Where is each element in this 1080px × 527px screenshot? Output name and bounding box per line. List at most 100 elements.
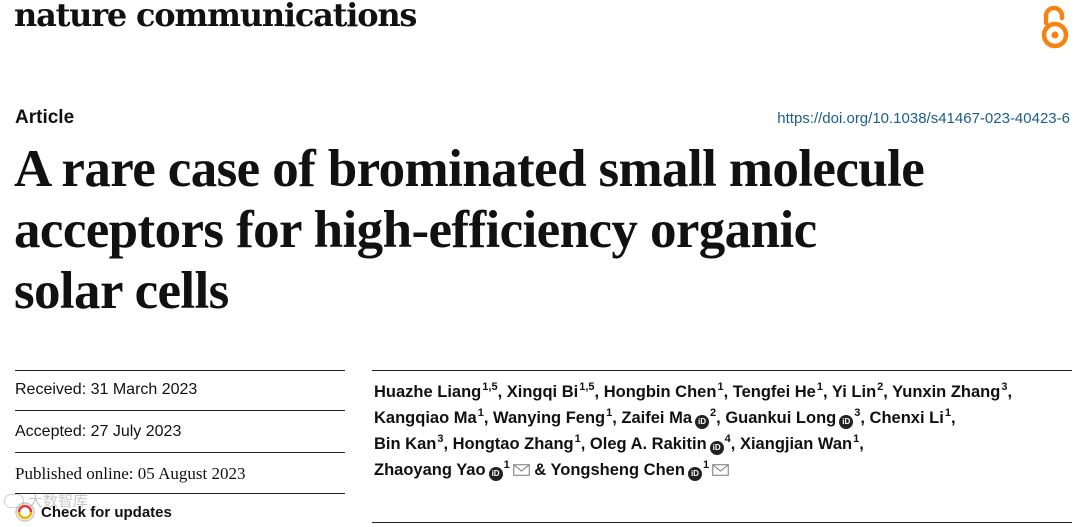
article-type: Article xyxy=(15,107,75,128)
author-name[interactable]: Wanying Feng1 xyxy=(492,407,613,428)
affiliation-marker[interactable]: 1 xyxy=(503,459,510,471)
author-name[interactable]: Yunxin Zhang3 xyxy=(892,381,1008,402)
author-line: Huazhe Liang1,5, Xingqi Bi1,5, Hongbin C… xyxy=(374,379,1074,405)
check-updates-icon xyxy=(15,502,35,522)
divider xyxy=(372,522,1072,523)
affiliation-marker[interactable]: 1 xyxy=(702,459,710,471)
author-name-text: Yi Lin xyxy=(831,383,877,401)
author-list: Huazhe Liang1,5, Xingqi Bi1,5, Hongbin C… xyxy=(374,379,1074,483)
author-separator: , xyxy=(730,435,740,453)
open-access-icon[interactable] xyxy=(1037,4,1073,50)
author-name[interactable]: Kangqiao Ma1 xyxy=(374,407,484,428)
author-name[interactable]: Bin Kan3 xyxy=(374,433,444,454)
affiliation-marker[interactable]: 3 xyxy=(854,407,861,419)
author-name-text: Zaifei Ma xyxy=(621,409,693,427)
check-for-updates-button[interactable]: Check for updates xyxy=(15,502,172,522)
title-line: acceptors for high-efficiency organic xyxy=(14,201,817,259)
author-name[interactable]: Huazhe Liang1,5 xyxy=(374,381,498,402)
accepted-date: Accepted: 27 July 2023 xyxy=(15,423,182,440)
author-separator: , xyxy=(859,435,864,453)
doi-link[interactable]: https://doi.org/10.1038/s41467-023-40423… xyxy=(777,110,1070,127)
author-name-text: Zhaoyang Yao xyxy=(374,461,486,479)
author-name-text: Hongbin Chen xyxy=(603,383,717,401)
author-line: Kangqiao Ma1, Wanying Feng1, Zaifei Ma iD… xyxy=(374,405,1074,431)
author-separator: , xyxy=(594,383,604,401)
author-separator: , xyxy=(723,383,733,401)
affiliation-marker[interactable]: 1 xyxy=(853,433,860,445)
author-name[interactable]: Hongtao Zhang1 xyxy=(452,433,581,454)
check-updates-label: Check for updates xyxy=(41,503,172,521)
affiliation-marker[interactable]: 4 xyxy=(724,433,731,445)
author-name-text: Wanying Feng xyxy=(492,409,606,427)
received-date: Received: 31 March 2023 xyxy=(15,381,198,398)
affiliation-marker[interactable]: 2 xyxy=(710,407,717,419)
divider xyxy=(15,410,345,411)
author-name[interactable]: Hongbin Chen1 xyxy=(603,381,724,402)
author-name[interactable]: Tengfei He1 xyxy=(732,381,823,402)
orcid-icon[interactable]: iD xyxy=(839,415,854,429)
author-separator: , xyxy=(580,435,590,453)
divider xyxy=(372,370,1072,371)
author-name-text: Yunxin Zhang xyxy=(892,383,1001,401)
affiliation-marker[interactable]: 1 xyxy=(816,381,823,393)
divider xyxy=(15,370,345,371)
author-name-text: Xingqi Bi xyxy=(506,383,579,401)
author-separator: , xyxy=(716,409,726,427)
author-name-text: Yongsheng Chen xyxy=(550,461,685,479)
author-name-text: Xiangjian Wan xyxy=(739,435,853,453)
author-separator: , xyxy=(483,409,493,427)
author-separator: , xyxy=(612,409,622,427)
affiliation-marker[interactable]: 3 xyxy=(1001,381,1008,393)
author-separator: , xyxy=(950,409,956,427)
author-name[interactable]: Oleg A. Rakitin iD4 xyxy=(589,433,731,455)
author-name[interactable]: Zaifei Ma iD2 xyxy=(621,407,717,429)
author-name-text: Kangqiao Ma xyxy=(374,409,477,427)
author-separator: , xyxy=(497,383,507,401)
author-name[interactable]: Xingqi Bi1,5 xyxy=(506,381,595,402)
journal-name: nature communications xyxy=(14,0,417,34)
orcid-icon[interactable]: iD xyxy=(695,415,710,429)
affiliation-marker[interactable]: 1 xyxy=(574,433,581,445)
author-separator: & xyxy=(529,461,551,479)
author-name-text: Chenxi Li xyxy=(869,409,944,427)
author-name-text: Oleg A. Rakitin xyxy=(589,435,707,453)
author-line: Zhaoyang Yao iD1 & Yongsheng Chen iD1 xyxy=(374,457,1074,483)
title-line: A rare case of brominated small molecule xyxy=(14,140,925,198)
author-separator: , xyxy=(860,409,870,427)
author-name[interactable]: Chenxi Li1 xyxy=(869,407,951,428)
author-name-text: Tengfei He xyxy=(732,383,816,401)
affiliation-marker[interactable]: 1 xyxy=(606,407,613,419)
watermark: 大数智库 xyxy=(4,490,88,511)
affiliation-marker[interactable]: 1 xyxy=(944,407,951,419)
affiliation-marker[interactable]: 1,5 xyxy=(579,381,595,393)
watermark-text: 大数智库 xyxy=(28,493,89,510)
author-name-text: Huazhe Liang xyxy=(374,383,482,401)
divider xyxy=(15,452,345,453)
email-icon[interactable] xyxy=(512,464,530,476)
author-line: Bin Kan3, Hongtao Zhang1, Oleg A. Rakiti… xyxy=(374,431,1074,457)
watermark-icon xyxy=(4,493,24,508)
email-icon[interactable] xyxy=(712,464,729,476)
orcid-icon[interactable]: iD xyxy=(488,467,503,481)
author-separator: , xyxy=(443,435,453,453)
author-separator: , xyxy=(883,383,893,401)
divider xyxy=(15,493,345,494)
affiliation-marker[interactable]: 1 xyxy=(477,407,484,419)
author-name-text: Hongtao Zhang xyxy=(452,435,574,453)
affiliation-marker[interactable]: 1 xyxy=(717,381,724,393)
published-date: Published online: 05 August 2023 xyxy=(15,464,246,483)
affiliation-marker[interactable]: 1,5 xyxy=(482,381,498,393)
author-separator: , xyxy=(822,383,832,401)
author-name[interactable]: Guankui Long iD3 xyxy=(725,407,861,429)
title-line: solar cells xyxy=(14,262,229,320)
author-name[interactable]: Yi Lin2 xyxy=(831,381,884,402)
orcid-icon[interactable]: iD xyxy=(709,441,724,455)
orcid-icon[interactable]: iD xyxy=(687,467,702,481)
affiliation-marker[interactable]: 3 xyxy=(437,433,444,445)
affiliation-marker[interactable]: 2 xyxy=(877,381,884,393)
author-name[interactable]: Xiangjian Wan1 xyxy=(739,433,860,454)
author-name[interactable]: Yongsheng Chen iD1 xyxy=(550,459,729,481)
author-name[interactable]: Zhaoyang Yao iD1 xyxy=(374,459,530,481)
author-name-text: Guankui Long xyxy=(725,409,837,427)
author-separator: , xyxy=(1007,383,1013,401)
